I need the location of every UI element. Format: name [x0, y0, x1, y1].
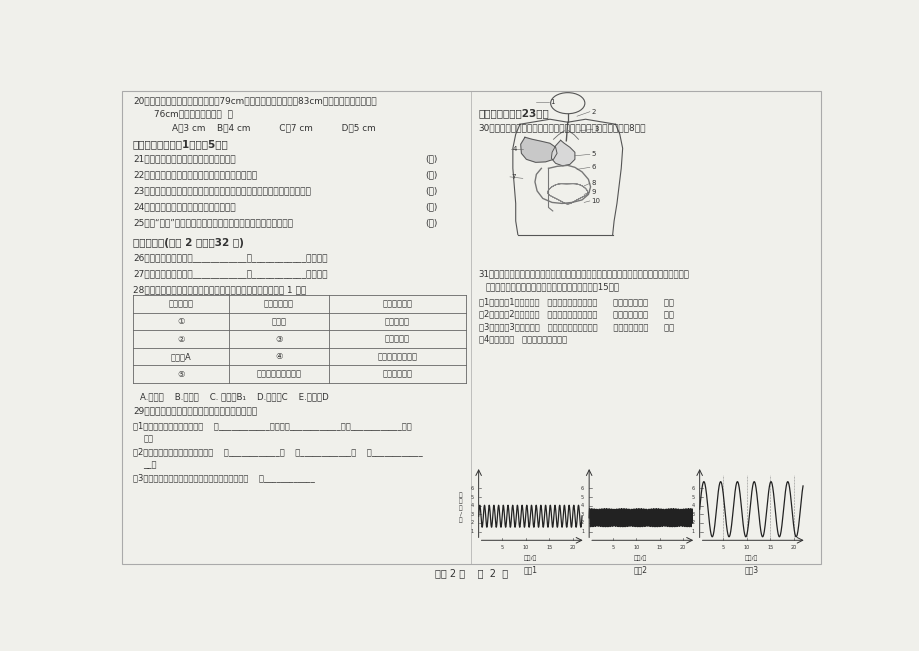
Polygon shape: [550, 140, 574, 166]
Text: A.坏血病    B.夜盲症    C. 维生素B₁    D.维生素C    E.维生素D: A.坏血病 B.夜盲症 C. 维生素B₁ D.维生素C E.维生素D: [140, 392, 328, 401]
Text: 27、人的呼吸系统是由____________和____________组成的。: 27、人的呼吸系统是由____________和____________组成的。: [132, 269, 327, 278]
Text: 5: 5: [610, 546, 614, 550]
Text: A、3 cm    B、4 cm          C、7 cm          D、5 cm: A、3 cm B、4 cm C、7 cm D、5 cm: [172, 123, 375, 132]
Text: 主要食物来源: 主要食物来源: [382, 299, 412, 309]
Text: 10: 10: [522, 546, 528, 550]
Text: 1: 1: [550, 99, 554, 105]
Text: __。: __。: [143, 460, 157, 469]
Text: 曲线1: 曲线1: [523, 565, 537, 574]
Text: 粗粮、黄豆: 粗粮、黄豆: [384, 317, 409, 326]
Text: （3）、经常饭酒的人容易受到伤害的消化器官是［    ］____________: （3）、经常饭酒的人容易受到伤害的消化器官是［ ］____________: [132, 474, 314, 482]
Text: 7: 7: [511, 174, 516, 180]
Text: 肺
活
量
/
升: 肺 活 量 / 升: [459, 492, 462, 523]
Text: 24、肺是人体产生二氧化碳的主要器官。: 24、肺是人体产生二氧化碳的主要器官。: [132, 202, 235, 212]
Text: 四、简答题（全23分）: 四、简答题（全23分）: [478, 108, 549, 118]
Text: ④: ④: [275, 352, 282, 361]
Text: （3）、曲线3表示的是（   ）状，此时呼吸频率（      ），呼吸深度（      ）。: （3）、曲线3表示的是（ ）状，此时呼吸频率（ ），呼吸深度（ ）。: [478, 322, 673, 331]
Text: 4: 4: [470, 503, 473, 508]
Text: 3: 3: [581, 512, 584, 517]
Text: 脚气病: 脚气病: [271, 317, 286, 326]
Text: 6: 6: [691, 486, 694, 491]
Text: 时间/秒: 时间/秒: [523, 555, 537, 561]
Text: 6: 6: [470, 486, 473, 491]
Text: 1: 1: [691, 529, 694, 534]
Text: 维生素种类: 维生素种类: [168, 299, 193, 309]
Text: 时间/秒: 时间/秒: [743, 555, 757, 561]
Text: 5: 5: [500, 546, 503, 550]
Text: (　): ( ): [425, 186, 437, 195]
Text: 10: 10: [632, 546, 639, 550]
Text: ③: ③: [275, 335, 282, 344]
Text: 曲线2: 曲线2: [633, 565, 647, 574]
Text: 20: 20: [789, 546, 796, 550]
Text: 26、人的消化系统是由____________和____________组成的。: 26、人的消化系统是由____________和____________组成的。: [132, 253, 327, 262]
Text: 25、有“虫眼”的蔬菜和水果没有农药的残留，因此食用很安全。: 25、有“虫眼”的蔬菜和水果没有农药的残留，因此食用很安全。: [132, 219, 292, 227]
Text: 动物肝脏、胡萝卜: 动物肝脏、胡萝卜: [377, 352, 417, 361]
Text: 鱼肝油、蛋黄: 鱼肝油、蛋黄: [382, 370, 412, 379]
Text: (　): ( ): [425, 219, 437, 227]
Text: 15: 15: [766, 546, 773, 550]
Text: 5: 5: [720, 546, 724, 550]
Text: 1: 1: [581, 529, 584, 534]
Text: （1）、曲线1表示的是（   ）状，此时呼吸频率（      ），呼吸深度（      ）。: （1）、曲线1表示的是（ ）状，此时呼吸频率（ ），呼吸深度（ ）。: [478, 297, 673, 306]
Text: (　): ( ): [425, 202, 437, 212]
Text: 20、某同学在平静状态下的胸围为79cm，尽力吸气时的胸围为83cm，尽力呼气时的胸围为: 20、某同学在平静状态下的胸围为79cm，尽力吸气时的胸围为83cm，尽力呼气时…: [132, 96, 376, 105]
Text: 4: 4: [691, 503, 694, 508]
Text: 蔬菜、水果: 蔬菜、水果: [384, 335, 409, 344]
Text: 15: 15: [545, 546, 551, 550]
Text: （4）、曲线（   ）消耗的氧气最多。: （4）、曲线（ ）消耗的氧气最多。: [478, 335, 566, 344]
Text: 76cm，他的胸围差是（  ）: 76cm，他的胸围差是（ ）: [154, 110, 233, 118]
Text: 维生素A: 维生素A: [170, 352, 191, 361]
Text: 4: 4: [581, 503, 584, 508]
Text: 10: 10: [743, 546, 749, 550]
Text: 10: 10: [591, 198, 599, 204]
Text: 3: 3: [470, 512, 473, 517]
Text: 5: 5: [691, 495, 694, 499]
Text: 9: 9: [591, 189, 596, 195]
Text: 2: 2: [591, 109, 595, 115]
Text: 1: 1: [470, 529, 473, 534]
Text: (　): ( ): [425, 171, 437, 180]
Text: 总共 2 页    第  2  页: 总共 2 页 第 2 页: [435, 568, 507, 578]
Text: 5: 5: [581, 495, 584, 499]
Text: 3: 3: [691, 512, 694, 517]
Text: 4: 4: [512, 146, 516, 152]
Text: 三、填空题(每空 2 分，內32 分): 三、填空题(每空 2 分，內32 分): [132, 238, 244, 247]
Text: 15: 15: [656, 546, 662, 550]
Text: 22、人们吃进去的食物和吸入的空气都要通过咍。: 22、人们吃进去的食物和吸入的空气都要通过咍。: [132, 171, 256, 180]
Text: 30、在选择包装食品时，应当关注食品包装上的哪些内容？（8分）: 30、在选择包装食品时，应当关注食品包装上的哪些内容？（8分）: [478, 123, 645, 132]
Text: ⑤: ⑤: [177, 370, 185, 379]
Text: 作僵病、骨质疏松症: 作僵病、骨质疏松症: [256, 370, 301, 379]
Text: 20: 20: [569, 546, 575, 550]
Text: ①: ①: [177, 317, 185, 326]
Text: 化。: 化。: [143, 434, 153, 443]
Text: 21、呼吸道对空气的处理能力是有限的。: 21、呼吸道对空气的处理能力是有限的。: [132, 154, 235, 163]
Text: 23、维生素对人体健康起着重要的作用，因此我们要服用大量的维生素。: 23、维生素对人体健康起着重要的作用，因此我们要服用大量的维生素。: [132, 186, 311, 195]
Text: 二、判断（每小题1分，共5分）: 二、判断（每小题1分，共5分）: [132, 139, 228, 149]
Text: 5: 5: [470, 495, 473, 499]
Text: 6: 6: [581, 486, 584, 491]
Text: 缺乏时的症状: 缺乏时的症状: [264, 299, 294, 309]
Text: 频率用快或慢表示，呼吸深度用深或浅表示）。（15分）: 频率用快或慢表示，呼吸深度用深或浅表示）。（15分）: [485, 283, 619, 292]
Text: 3: 3: [594, 126, 598, 132]
Text: 2: 2: [691, 521, 694, 525]
Text: （1）、人体最大的消化腺是［    ］____________它能分泌____________促进____________的消: （1）、人体最大的消化腺是［ ］____________它能分泌________…: [132, 421, 411, 430]
Text: 时间/秒: 时间/秒: [633, 555, 647, 561]
Text: 28、根据供选内容完成下表（在数字后面填写字母即可，每空 1 分）: 28、根据供选内容完成下表（在数字后面填写字母即可，每空 1 分）: [132, 285, 306, 294]
Text: 曲线3: 曲线3: [743, 565, 757, 574]
Text: 31、下面三幅曲线表示一个人在睡眠、长跑、潜水游泳三种状态下的呼吸状况（注意：呼吸: 31、下面三幅曲线表示一个人在睡眠、长跑、潜水游泳三种状态下的呼吸状况（注意：呼…: [478, 270, 688, 279]
Text: ②: ②: [177, 335, 185, 344]
Text: 8: 8: [591, 180, 596, 186]
Text: 2: 2: [470, 521, 473, 525]
Text: （2）、曲线2表示的是（   ）状，此时呼吸频率（      ），呼吸深度（      ）。: （2）、曲线2表示的是（ ）状，此时呼吸频率（ ），呼吸深度（ ）。: [478, 310, 673, 319]
Text: (　): ( ): [425, 154, 437, 163]
Text: 5: 5: [591, 151, 595, 158]
Text: 20: 20: [679, 546, 686, 550]
Text: 6: 6: [591, 164, 596, 171]
Text: 2: 2: [581, 521, 584, 525]
Polygon shape: [520, 137, 557, 162]
Text: （2）、位于消化道外的消化腺是［    ］____________［    ］____________［    ］____________: （2）、位于消化道外的消化腺是［ ］____________［ ］_______…: [132, 447, 422, 456]
Text: 29、读图填空（方括号内填序号，横线上填名称）: 29、读图填空（方括号内填序号，横线上填名称）: [132, 406, 256, 415]
